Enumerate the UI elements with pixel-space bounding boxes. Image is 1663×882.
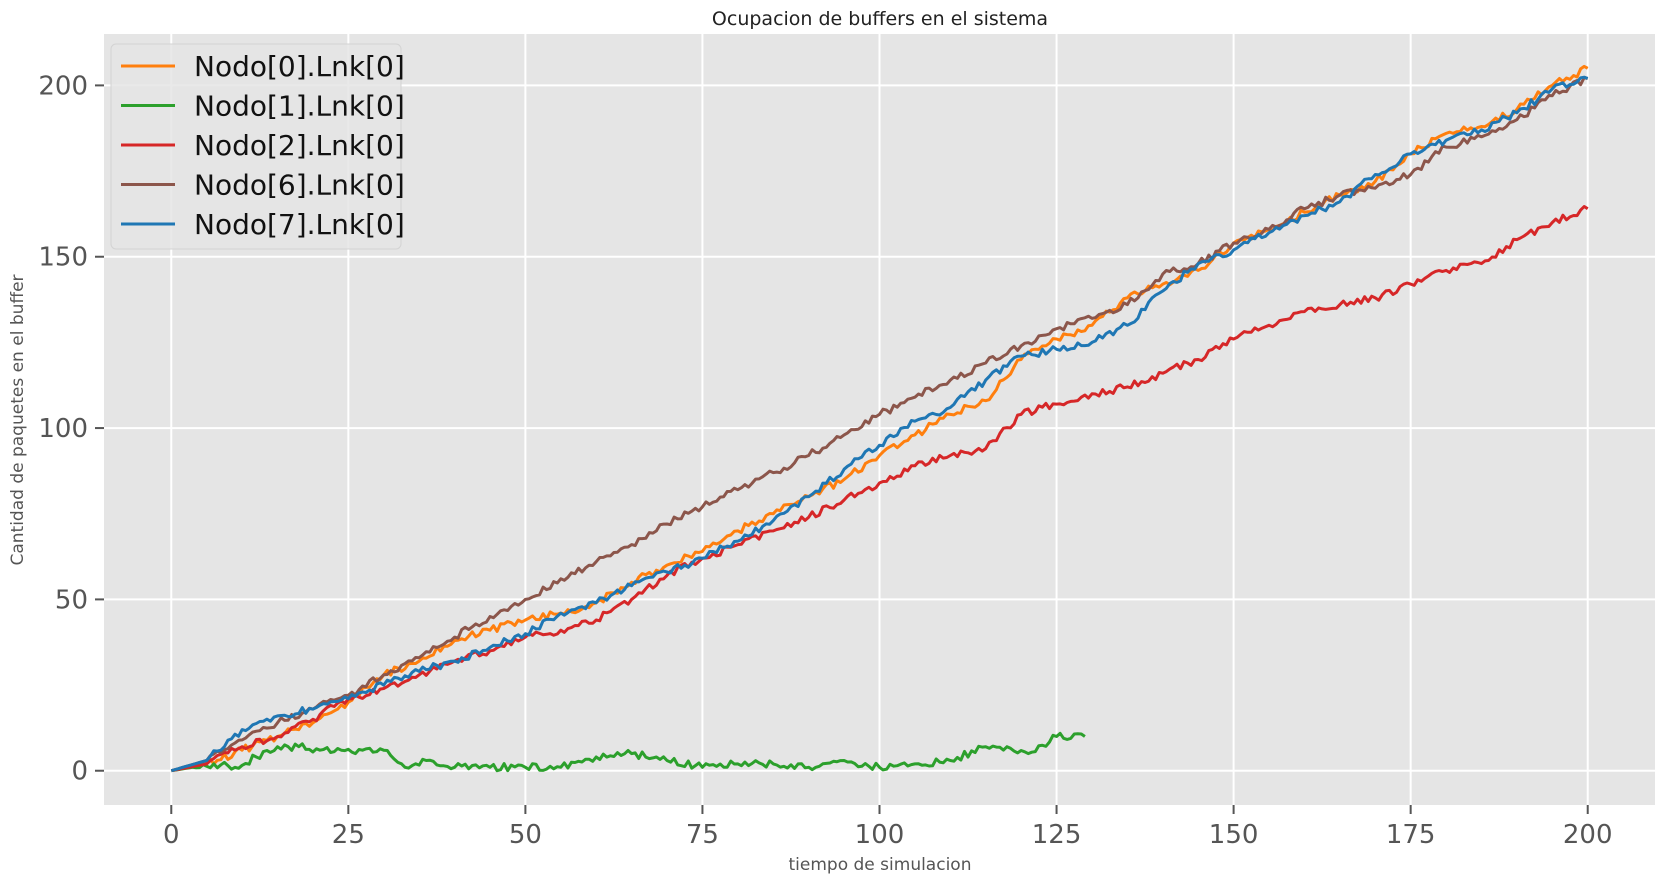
x-tick-label: 75 [686,820,719,850]
x-axis-label: tiempo de simulacion [789,855,972,875]
y-tick-label: 50 [55,585,88,615]
y-tick-label: 0 [71,757,88,787]
legend-entry: Nodo[0].Lnk[0] [194,50,405,83]
x-tick-label: 150 [1209,820,1259,850]
x-tick-label: 175 [1386,820,1436,850]
series-line [171,731,1086,773]
grid-lines [104,34,1655,805]
legend-entry: Nodo[6].Lnk[0] [194,169,405,202]
x-tick-label: 200 [1563,820,1613,850]
x-tick-label: 25 [332,820,365,850]
y-tick-labels: 0 50 100 150 200 [38,71,104,787]
y-tick-label: 100 [38,414,88,444]
legend: Nodo[0].Lnk[0] Nodo[1].Lnk[0] Nodo[2].Lnk[… [110,43,405,250]
series-lines [170,64,1589,773]
legend-entry: Nodo[1].Lnk[0] [194,90,405,123]
x-tick-label: 0 [163,820,180,850]
y-tick-label: 150 [38,243,88,273]
legend-entry: Nodo[7].Lnk[0] [194,208,405,241]
x-tick-label: 125 [1032,820,1082,850]
x-tick-label: 50 [509,820,542,850]
legend-entry: Nodo[2].Lnk[0] [194,129,405,162]
y-tick-label: 200 [38,71,88,101]
chart-title: Ocupacion de buffers en el sistema [712,8,1048,30]
series-line [170,75,1589,773]
y-axis-label: Cantidad de paquetes en el buffer [8,274,28,565]
legend-box [110,43,402,250]
series-line [171,205,1589,773]
x-tick-label: 100 [855,820,905,850]
x-tick-labels: 0 25 50 75 100 125 150 175 200 [163,805,1613,850]
